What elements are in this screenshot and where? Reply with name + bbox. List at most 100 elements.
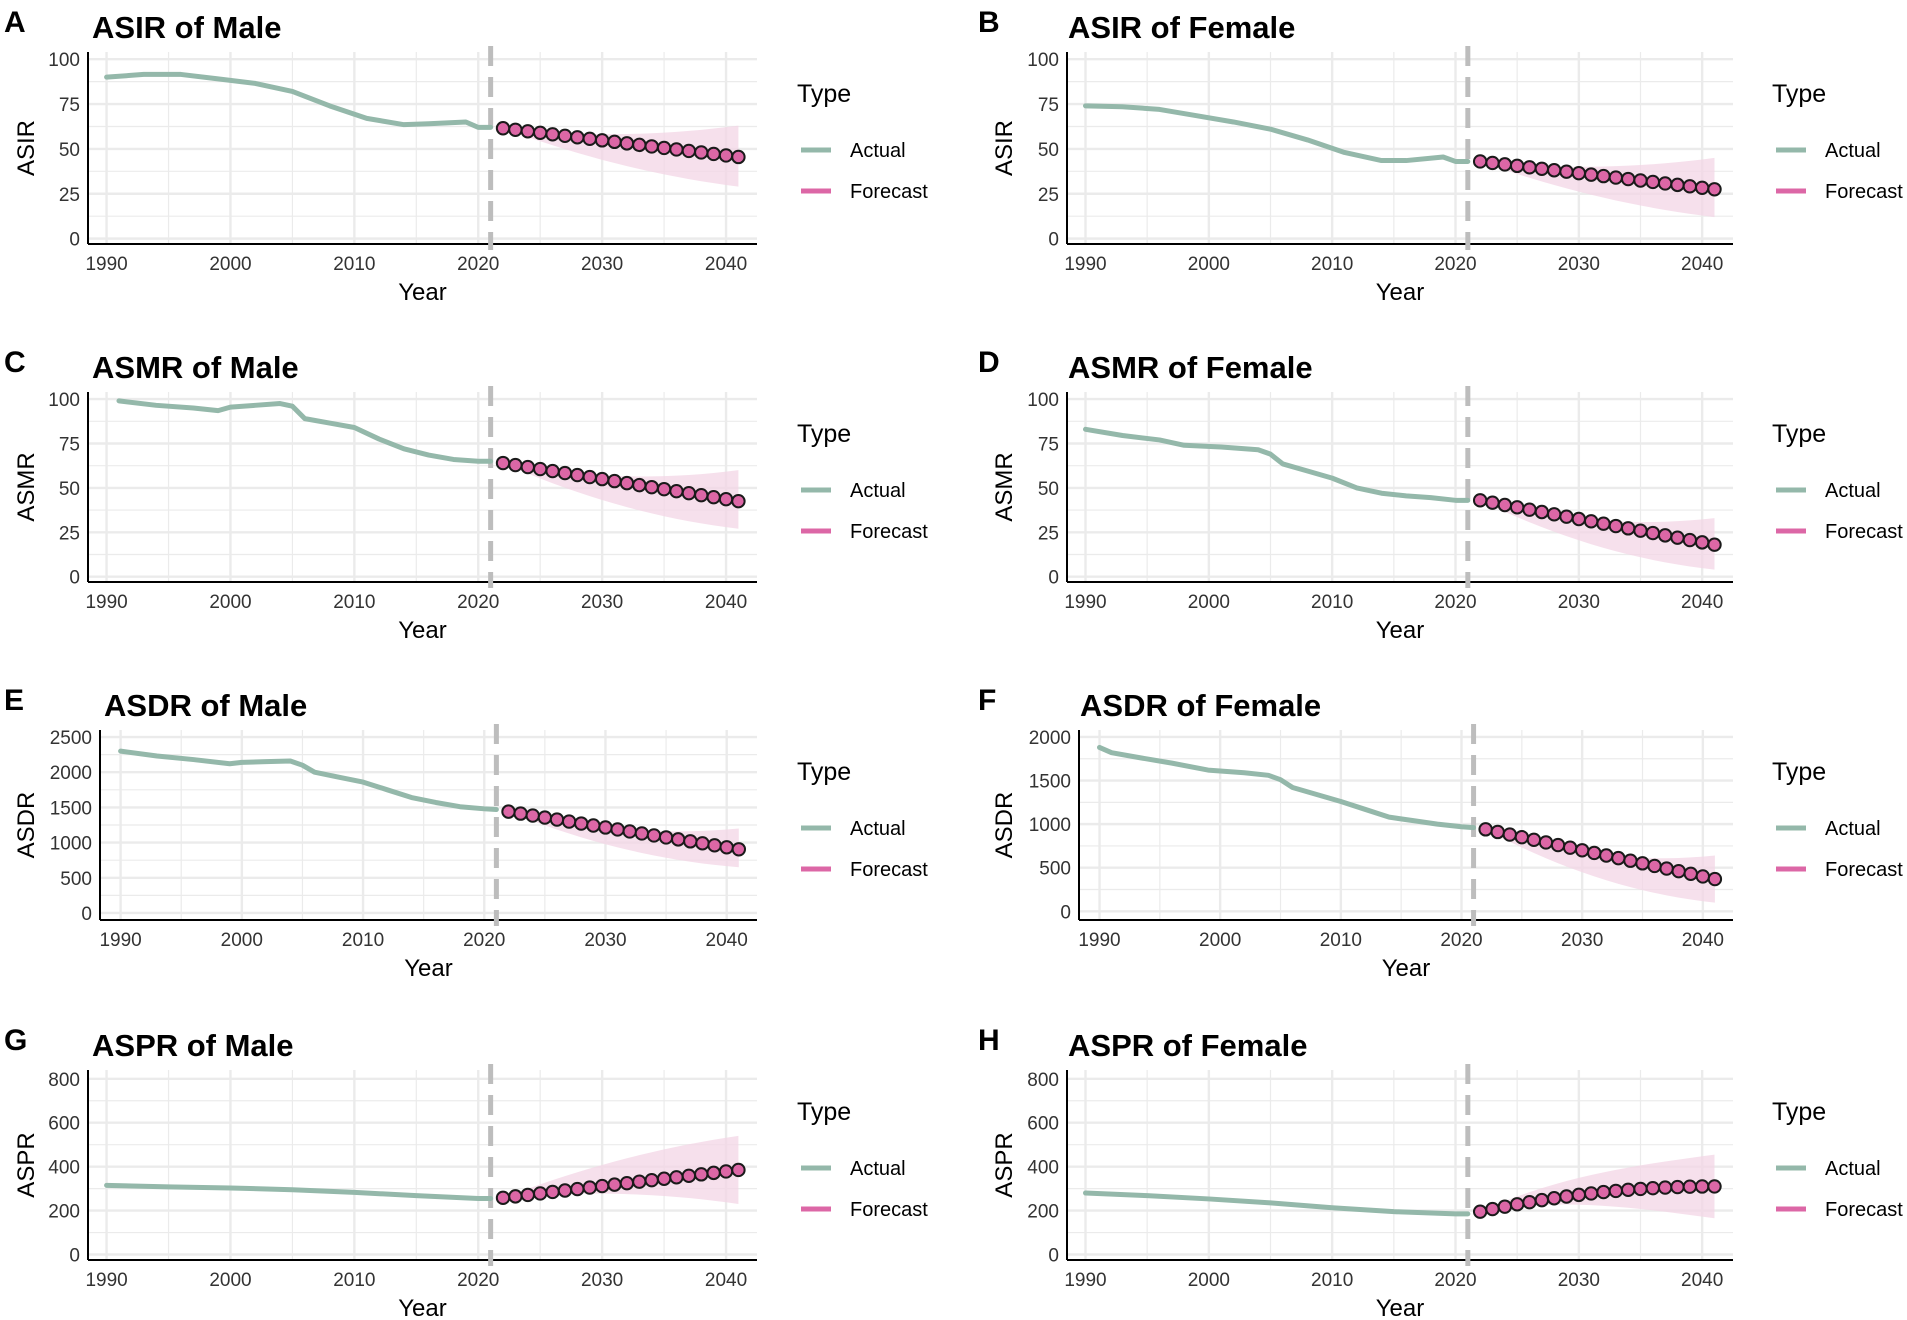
- forecast-point: [1682, 1179, 1698, 1194]
- forecast-point: [706, 146, 721, 162]
- forecast-point: [582, 131, 597, 147]
- forecast-point: [669, 142, 684, 157]
- x-tick-label: 2000: [1188, 1270, 1230, 1291]
- forecast-point: [570, 130, 585, 145]
- legend-label-forecast: Forecast: [850, 859, 928, 881]
- x-tick-label: 2000: [209, 1270, 251, 1291]
- x-axis-title: Year: [1376, 1295, 1425, 1320]
- forecast-point: [719, 840, 734, 855]
- forecast-point: [1694, 180, 1710, 196]
- forecast-point: [1514, 830, 1530, 845]
- x-tick-label: 2030: [1558, 1270, 1600, 1291]
- legend-label-actual: Actual: [850, 480, 906, 502]
- y-tick-label: 25: [59, 185, 80, 206]
- forecast-point: [1546, 507, 1562, 522]
- y-axis-title: ASMR: [991, 452, 1018, 521]
- forecast-point: [1485, 155, 1500, 171]
- forecast-point: [694, 487, 709, 503]
- forecast-point: [594, 1178, 610, 1194]
- y-tick-label: 2000: [1029, 728, 1071, 749]
- forecast-point: [1695, 869, 1711, 884]
- panel-b: B ASIR of Female 1990 2000 2010 2020 2030 2040 0…: [978, 6, 1903, 306]
- y-tick-label: 0: [1060, 902, 1071, 923]
- forecast-point: [656, 1171, 672, 1186]
- legend-title: Type: [797, 80, 851, 108]
- forecast-point: [1682, 179, 1698, 194]
- y-tick-label: 50: [1038, 479, 1059, 500]
- forecast-point: [1683, 866, 1698, 882]
- panel-letter: E: [4, 684, 24, 717]
- y-tick-label: 500: [1039, 859, 1071, 880]
- x-axis-title: Year: [404, 955, 453, 982]
- forecast-point: [1583, 167, 1599, 182]
- x-tick-label: 2020: [457, 1270, 499, 1291]
- forecast-point: [669, 1170, 684, 1185]
- forecast-point: [1670, 530, 1685, 545]
- forecast-point: [1623, 853, 1638, 868]
- forecast-point: [1583, 1186, 1599, 1201]
- x-tick-label: 2040: [1681, 254, 1723, 275]
- y-tick-label: 75: [1038, 95, 1059, 116]
- x-tick-label: 1990: [1078, 930, 1120, 951]
- forecast-point: [1671, 863, 1686, 879]
- y-tick-label: 25: [59, 523, 80, 544]
- y-axis-title: ASDR: [13, 792, 40, 859]
- forecast-point: [1538, 835, 1554, 850]
- forecast-point: [574, 816, 589, 831]
- forecast-point: [632, 477, 647, 493]
- forecast-point: [1707, 537, 1722, 552]
- panel-title: ASMR of Female: [1068, 350, 1313, 385]
- forecast-point: [513, 806, 528, 821]
- legend-label-forecast: Forecast: [1825, 859, 1903, 881]
- x-tick-label: 2010: [1311, 254, 1353, 275]
- y-tick-label: 50: [59, 479, 80, 500]
- forecast-point: [1534, 161, 1550, 176]
- x-tick-label: 2030: [581, 254, 623, 275]
- y-tick-label: 800: [1027, 1070, 1059, 1091]
- forecast-point: [1559, 164, 1574, 179]
- x-tick-label: 2000: [1199, 930, 1241, 951]
- y-tick-label: 200: [1027, 1202, 1059, 1223]
- forecast-point: [1682, 532, 1698, 548]
- x-tick-label: 2030: [584, 930, 626, 951]
- forecast-point: [1620, 1182, 1636, 1198]
- forecast-point: [1559, 1189, 1574, 1204]
- forecast-point: [1645, 1180, 1661, 1196]
- forecast-point: [1608, 518, 1624, 534]
- legend-label-actual: Actual: [1825, 1158, 1881, 1180]
- legend-title: Type: [1772, 758, 1826, 786]
- x-tick-label: 2020: [463, 930, 505, 951]
- forecast-point: [1546, 163, 1562, 178]
- forecast-point: [525, 808, 540, 823]
- forecast-point: [1574, 843, 1590, 858]
- forecast-point: [1620, 171, 1636, 187]
- y-tick-label: 100: [48, 390, 80, 411]
- forecast-point: [1497, 157, 1513, 172]
- forecast-point: [1596, 1184, 1611, 1200]
- panel-a: A ASIR of Male 1990 2000 2010 2020 2030 2040 0 25…: [4, 6, 928, 306]
- y-tick-label: 0: [81, 904, 92, 925]
- y-tick-label: 0: [1048, 568, 1059, 589]
- panel-title: ASDR of Female: [1080, 688, 1321, 723]
- forecast-point: [644, 479, 659, 495]
- x-tick-label: 2010: [333, 592, 375, 613]
- x-tick-label: 2030: [581, 592, 623, 613]
- legend-label-actual: Actual: [1825, 140, 1881, 162]
- forecast-point: [656, 481, 672, 497]
- forecast-point: [1472, 1204, 1488, 1219]
- x-tick-label: 2020: [1434, 254, 1476, 275]
- x-tick-label: 2010: [342, 930, 384, 951]
- forecast-point: [644, 1173, 659, 1188]
- x-tick-label: 2010: [333, 254, 375, 275]
- forecast-point: [1670, 1179, 1685, 1195]
- forecast-point: [706, 1165, 721, 1181]
- forecast-point: [508, 457, 523, 473]
- x-tick-label: 2000: [1188, 254, 1230, 275]
- panel-title: ASIR of Female: [1068, 10, 1295, 45]
- y-tick-label: 1000: [1029, 815, 1071, 836]
- forecast-point: [1472, 493, 1488, 508]
- forecast-point: [532, 1186, 548, 1201]
- x-tick-label: 2040: [705, 254, 747, 275]
- actual-series-line: [118, 748, 499, 813]
- forecast-point: [683, 834, 698, 849]
